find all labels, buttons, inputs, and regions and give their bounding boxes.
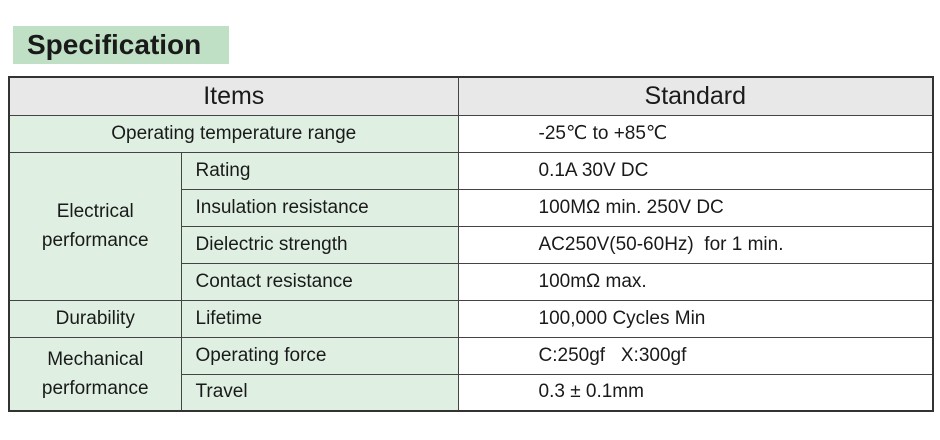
table-row: Dielectric strength AC250V(50-60Hz) for …	[9, 225, 934, 264]
item-insulation-resistance: Insulation resistance	[180, 188, 459, 227]
group-label-line: Mechanical	[47, 348, 144, 370]
value-travel: 0.3 ± 0.1mm	[457, 373, 934, 412]
item-dielectric-strength: Dielectric strength	[180, 225, 459, 264]
header-standard: Standard	[457, 76, 934, 116]
page-title: Specification	[13, 26, 229, 64]
value-insulation-resistance: 100MΩ min. 250V DC	[457, 188, 934, 227]
mechanical-performance-group: Mechanical performance	[8, 336, 182, 412]
table-row: Travel 0.3 ± 0.1mm	[9, 373, 934, 412]
operating-temperature-value: -25℃ to +85℃	[457, 114, 934, 153]
group-label-line: performance	[41, 230, 149, 251]
item-contact-resistance: Contact resistance	[180, 262, 459, 301]
item-operating-force: Operating force	[180, 336, 459, 375]
item-lifetime: Lifetime	[180, 299, 459, 338]
item-rating: Rating	[180, 151, 459, 190]
value-rating: 0.1A 30V DC	[457, 151, 934, 190]
table-row: Mechanical performance Operating force C…	[8, 336, 934, 412]
operating-temperature-label: Operating temperature range	[8, 114, 459, 153]
value-lifetime: 100,000 Cycles Min	[457, 299, 934, 338]
specification-table: Items Standard Operating temperature ran…	[8, 76, 934, 412]
table-row: Insulation resistance 100MΩ min. 250V DC	[9, 188, 934, 227]
header-items: Items	[8, 76, 459, 116]
table-row: Durability Lifetime 100,000 Cycles Min	[8, 299, 934, 338]
group-label-line: Electrical	[56, 201, 134, 222]
value-contact-resistance: 100mΩ max.	[457, 262, 934, 301]
group-label-line: performance	[41, 377, 149, 399]
item-travel: Travel	[180, 373, 459, 412]
value-dielectric-strength: AC250V(50-60Hz) for 1 min.	[457, 225, 934, 264]
table-header-row: Items Standard	[8, 76, 934, 116]
table-row: Operating temperature range -25℃ to +85℃	[8, 114, 934, 153]
electrical-performance-group: Electrical performance	[8, 151, 182, 301]
table-row: Contact resistance 100mΩ max.	[9, 262, 934, 301]
table-row: Electrical performance Rating 0.1A 30V D…	[8, 151, 934, 301]
value-operating-force: C:250gf X:300gf	[457, 336, 934, 375]
durability-group: Durability	[8, 299, 182, 338]
